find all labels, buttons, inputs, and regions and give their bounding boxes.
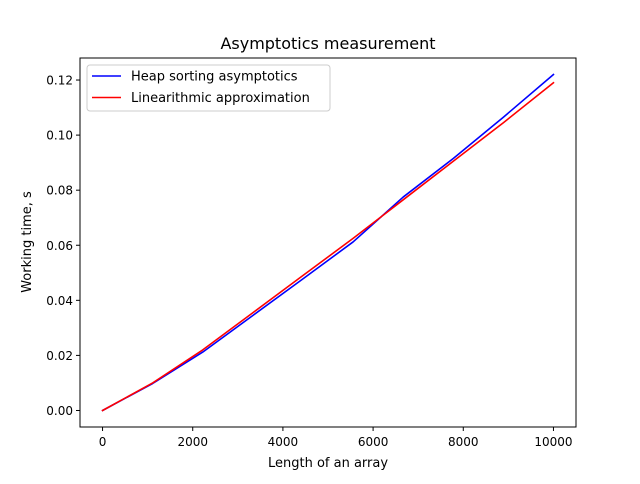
y-axis-ticks: 0.00 0.02 0.04 0.06 0.08 0.10 0.12 — [46, 74, 80, 418]
x-tick-label: 8000 — [448, 435, 479, 449]
axes-frame — [79, 57, 577, 428]
series-line-1 — [101, 73, 555, 412]
y-tick-label: 0.08 — [46, 184, 73, 198]
y-tick-label: 0.12 — [46, 74, 73, 88]
x-tick-label: 6000 — [358, 435, 389, 449]
y-tick-label: 0.04 — [46, 294, 73, 308]
y-tick-label: 0.00 — [46, 404, 73, 418]
legend-label-1: Heap sorting asymptotics — [131, 70, 298, 85]
series-line-2 — [101, 81, 555, 412]
y-tick-label: 0.02 — [46, 349, 73, 363]
x-tick-label: 2000 — [177, 435, 208, 449]
y-tick-label: 0.06 — [46, 239, 73, 253]
chart-title: Asymptotics measurement — [220, 34, 435, 53]
legend-label-2: Linearithmic approximation — [131, 91, 310, 106]
x-tick-label: 0 — [99, 435, 107, 449]
x-tick-label: 4000 — [268, 435, 299, 449]
legend-box — [86, 64, 331, 112]
plot-area — [101, 73, 555, 412]
x-axis-label: Length of an array — [268, 456, 388, 471]
legend: Heap sorting asymptotics Linearithmic app… — [86, 64, 331, 112]
y-axis-label: Working time, s — [20, 191, 35, 293]
y-tick-label: 0.10 — [46, 129, 73, 143]
x-axis-ticks: 0 2000 4000 6000 8000 10000 — [99, 427, 573, 449]
x-tick-label: 10000 — [534, 435, 572, 449]
